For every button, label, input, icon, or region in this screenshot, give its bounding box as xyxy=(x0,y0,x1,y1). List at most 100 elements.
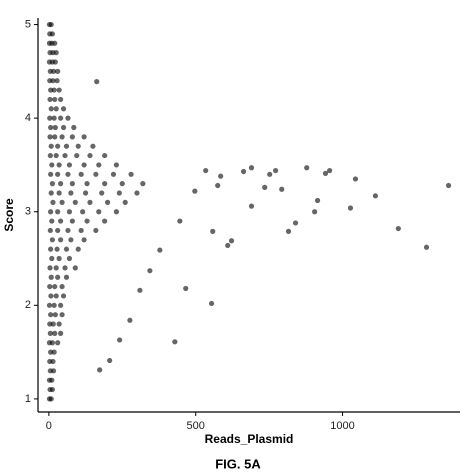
point xyxy=(72,265,78,271)
point xyxy=(327,167,333,174)
point xyxy=(208,300,215,307)
point xyxy=(48,274,54,280)
point xyxy=(62,152,68,159)
x-tick-label: 0 xyxy=(46,420,52,432)
point xyxy=(157,247,163,253)
point xyxy=(48,312,54,318)
point xyxy=(46,302,53,308)
x-tick-label: 500 xyxy=(187,420,205,432)
point xyxy=(96,209,102,215)
point xyxy=(66,255,73,262)
point xyxy=(116,190,122,196)
point xyxy=(71,124,77,131)
point xyxy=(66,209,73,215)
point xyxy=(140,181,146,187)
point xyxy=(59,199,65,205)
point xyxy=(59,134,65,140)
point xyxy=(81,237,87,243)
point xyxy=(53,50,59,56)
point xyxy=(74,152,80,159)
point xyxy=(87,199,93,205)
point xyxy=(102,218,108,224)
point xyxy=(56,321,62,327)
point xyxy=(66,162,73,168)
point xyxy=(49,218,55,224)
point xyxy=(279,186,285,192)
x-tick-label: 1000 xyxy=(330,420,354,432)
point xyxy=(87,152,93,159)
point xyxy=(110,171,117,177)
point xyxy=(322,170,329,176)
point xyxy=(68,190,74,196)
point xyxy=(60,293,67,299)
point xyxy=(228,238,235,244)
point xyxy=(59,312,65,318)
point xyxy=(248,165,255,171)
point xyxy=(65,227,71,234)
point xyxy=(49,340,55,346)
point xyxy=(272,167,279,174)
point xyxy=(49,181,55,187)
point xyxy=(304,165,310,171)
point xyxy=(122,199,128,205)
point xyxy=(63,246,70,252)
point xyxy=(75,246,81,252)
point xyxy=(192,188,198,194)
point xyxy=(48,124,54,131)
point xyxy=(58,330,64,336)
point xyxy=(48,143,54,149)
point xyxy=(210,228,216,234)
point xyxy=(262,184,268,190)
point xyxy=(75,143,81,149)
point xyxy=(312,209,318,215)
point xyxy=(372,193,379,199)
point xyxy=(102,152,108,159)
point xyxy=(52,96,58,103)
point xyxy=(49,255,55,262)
point xyxy=(347,205,354,211)
point xyxy=(55,209,61,215)
point xyxy=(285,228,292,234)
point xyxy=(127,317,133,323)
point xyxy=(93,227,99,234)
point xyxy=(94,79,100,85)
point xyxy=(53,106,59,112)
point xyxy=(68,237,74,243)
point xyxy=(81,162,87,168)
point xyxy=(55,227,61,234)
point xyxy=(113,209,120,215)
point xyxy=(69,218,75,224)
point xyxy=(51,349,57,355)
point xyxy=(48,171,54,177)
point xyxy=(225,242,231,249)
point xyxy=(52,124,58,131)
point xyxy=(58,115,64,121)
point xyxy=(81,134,87,140)
point xyxy=(215,182,221,189)
point xyxy=(113,162,120,168)
point xyxy=(97,367,103,373)
point xyxy=(107,357,113,364)
point xyxy=(58,96,64,103)
point xyxy=(47,96,53,103)
point xyxy=(48,246,54,252)
point xyxy=(445,182,452,189)
point xyxy=(119,181,125,187)
point xyxy=(54,246,60,252)
point xyxy=(49,162,55,168)
point xyxy=(78,171,84,177)
point xyxy=(47,283,53,290)
point xyxy=(99,190,105,196)
point xyxy=(47,265,53,271)
point xyxy=(53,152,59,159)
point xyxy=(84,181,90,187)
point xyxy=(78,227,84,234)
point xyxy=(65,115,71,121)
point xyxy=(50,358,56,365)
point xyxy=(96,162,102,168)
point xyxy=(52,40,58,46)
point xyxy=(52,59,58,65)
point xyxy=(84,218,90,224)
y-axis-label: Score xyxy=(2,198,16,232)
